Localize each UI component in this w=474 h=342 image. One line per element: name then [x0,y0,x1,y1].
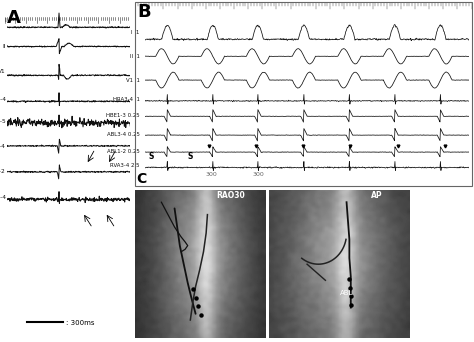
Text: B: B [137,3,151,22]
Text: A: A [7,9,21,27]
Text: ABL: ABL [339,290,353,296]
Text: C: C [136,172,146,186]
Text: RVA3-4: RVA3-4 [0,195,6,200]
Text: I: I [4,18,6,23]
Text: HBE1-3 0.25: HBE1-3 0.25 [106,113,140,118]
Text: ABL1-2 0.25: ABL1-2 0.25 [107,149,140,154]
Text: HBE1-5: HBE1-5 [0,119,6,124]
Text: ABL3-4 0.25: ABL3-4 0.25 [107,132,140,137]
Text: V1  1: V1 1 [126,78,140,82]
Text: S: S [148,152,154,161]
Text: : 300ms: : 300ms [66,319,95,326]
Text: RVA3-4 2.5: RVA3-4 2.5 [110,163,140,169]
Text: AP: AP [371,192,382,200]
Text: II  1: II 1 [130,54,140,59]
Text: HRA3-4  1: HRA3-4 1 [113,97,140,102]
Text: II: II [2,44,6,49]
Text: HRA3-4: HRA3-4 [0,97,6,102]
Text: 300: 300 [206,172,218,177]
Text: I  1: I 1 [131,30,140,35]
Text: ABL3-4: ABL3-4 [0,144,6,149]
Text: RAO30: RAO30 [217,192,246,200]
Text: 300: 300 [253,172,264,177]
Text: ABL1-2: ABL1-2 [0,169,6,174]
Text: V1: V1 [0,69,6,74]
Text: S: S [187,152,192,161]
